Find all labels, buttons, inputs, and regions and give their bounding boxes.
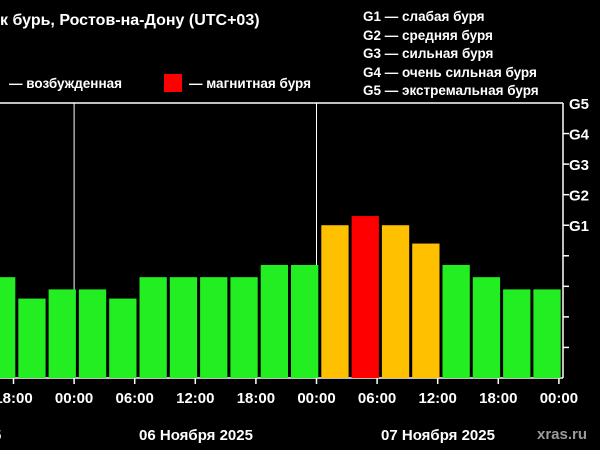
x-tick-label: 00:00 xyxy=(297,390,335,407)
kp-bar xyxy=(472,277,501,378)
legend-scale-g5: G5 — экстремальная буря xyxy=(363,83,539,98)
x-tick-label: 00:00 xyxy=(540,390,578,407)
kp-bar xyxy=(503,289,531,378)
legend-active-label: — возбужденная xyxy=(9,76,122,91)
legend-scale-g3: G3 — сильная буря xyxy=(363,46,493,61)
kp-bar xyxy=(18,298,46,378)
watermark: xras.ru xyxy=(537,426,587,443)
kp-bar xyxy=(381,225,410,378)
kp-bar xyxy=(321,225,349,378)
y-label-g5: G5 xyxy=(569,96,589,113)
x-tick-label: 06:00 xyxy=(116,390,154,407)
kp-bar xyxy=(139,277,167,378)
y-label-g1: G1 xyxy=(569,218,589,235)
kp-bar xyxy=(533,289,561,378)
date-label: 07 Ноября 2025 xyxy=(381,427,495,444)
plot-area: G1 G2 G3 G4 G5 18:00 00:00 06:00 12:00 18:00 00:00… xyxy=(0,96,590,444)
kp-bar xyxy=(351,216,379,378)
kp-bar xyxy=(48,289,76,378)
y-label-g3: G3 xyxy=(569,157,589,174)
kp-bar xyxy=(200,277,228,378)
legend-storm-label: — магнитная буря xyxy=(189,76,311,91)
legend-scale-g2: G2 — средняя буря xyxy=(363,28,493,43)
legend-scale-g1: G1 — слабая буря xyxy=(363,9,485,24)
kp-bar xyxy=(412,243,440,378)
kp-bar xyxy=(78,289,107,378)
kp-bar xyxy=(0,277,16,378)
storm-scale-legend: G1 — слабая буря G2 — средняя буря G3 — … xyxy=(363,9,539,98)
kp-bar xyxy=(291,264,319,378)
x-tick-label: 12:00 xyxy=(176,390,214,407)
kp-bar xyxy=(260,264,288,378)
kp-bar xyxy=(109,298,137,378)
y-label-g2: G2 xyxy=(569,188,589,205)
y-label-g4: G4 xyxy=(569,127,590,144)
kp-bar xyxy=(230,277,258,378)
chart-title: к бурь, Ростов-на-Дону (UTC+03) xyxy=(0,12,260,29)
kp-bar xyxy=(169,277,198,378)
x-tick-label: 18:00 xyxy=(479,390,517,407)
legend-storm-swatch xyxy=(164,74,182,92)
x-tick-label: 06:00 xyxy=(358,390,396,407)
date-label: 2025 xyxy=(0,427,1,444)
kp-bar xyxy=(442,264,470,378)
date-label: 06 Ноября 2025 xyxy=(139,427,253,444)
legend-scale-g4: G4 — очень сильная буря xyxy=(363,65,537,80)
x-tick-label: 18:00 xyxy=(237,390,275,407)
x-tick-label: 12:00 xyxy=(419,390,457,407)
color-legend: — возбужденная — магнитная буря xyxy=(9,74,311,92)
x-tick-label: 00:00 xyxy=(55,390,93,407)
x-tick-label: 18:00 xyxy=(0,390,33,407)
